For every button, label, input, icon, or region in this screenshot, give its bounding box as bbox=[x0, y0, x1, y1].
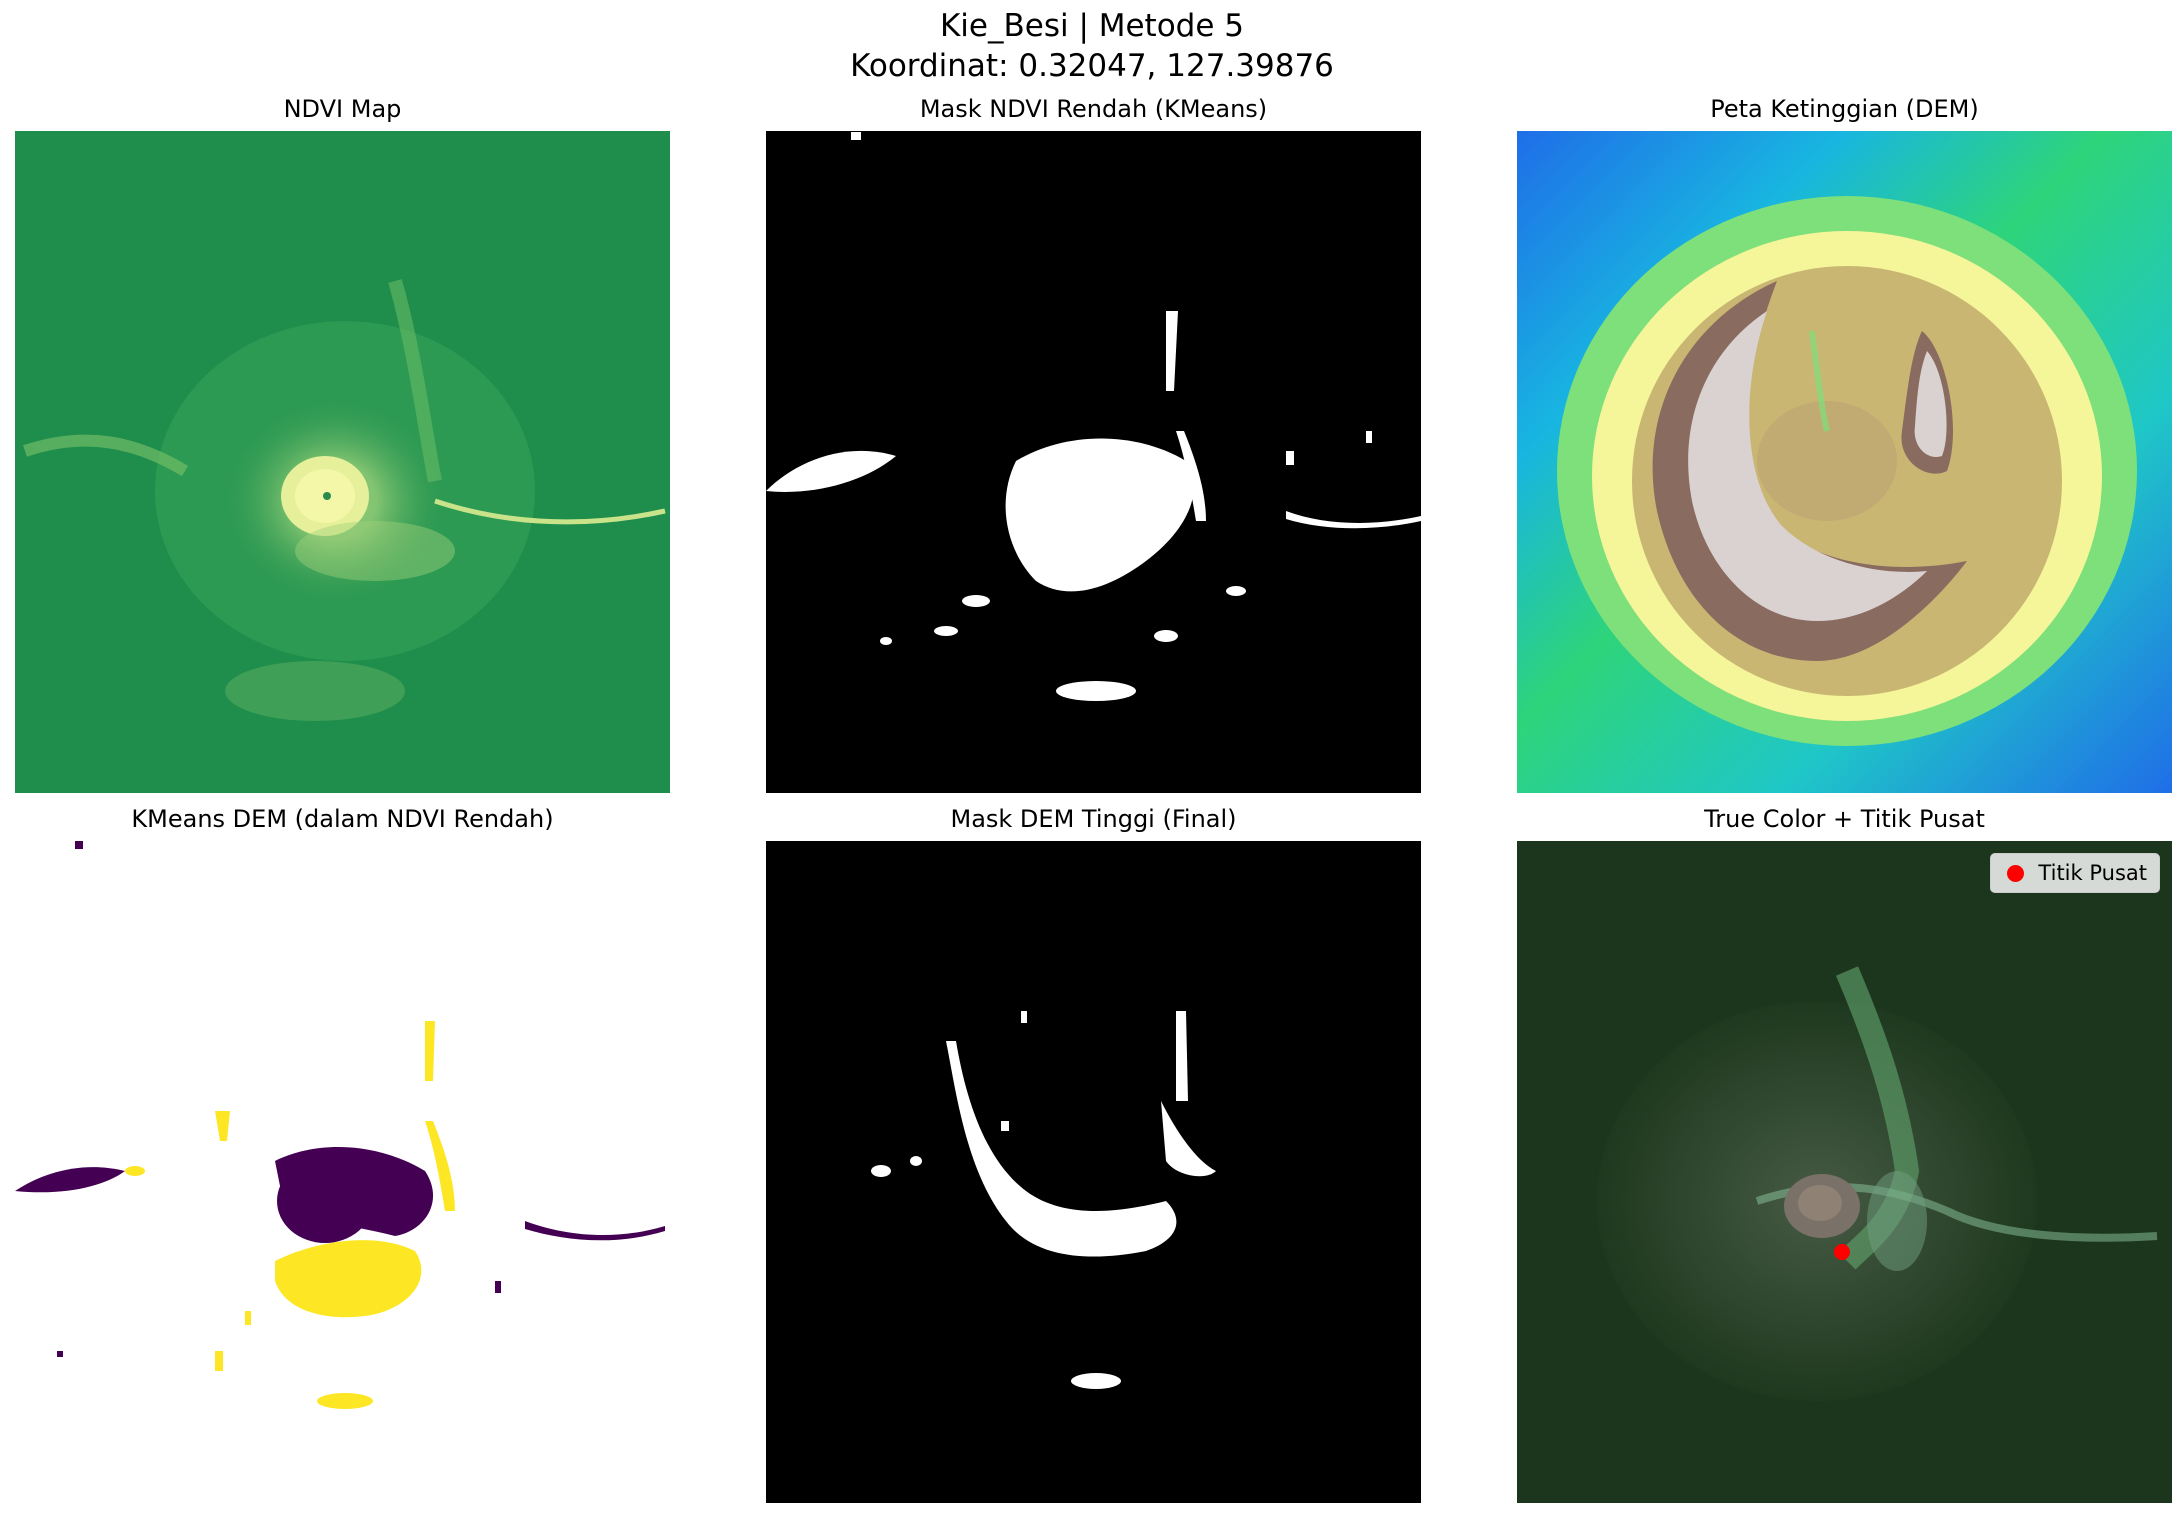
figure-title-line1: Kie_Besi | Metode 5 bbox=[939, 8, 1245, 44]
kmeans-dem-image bbox=[15, 841, 670, 1503]
center-point-marker bbox=[1834, 1244, 1850, 1260]
legend: Titik Pusat bbox=[1990, 853, 2160, 893]
dem-map-image bbox=[1517, 131, 2172, 793]
legend-marker-icon bbox=[2007, 864, 2025, 882]
ndvi-map-title: NDVI Map bbox=[283, 95, 402, 123]
true-color-image: Titik Pusat bbox=[1517, 841, 2172, 1503]
kmeans-dem-title: KMeans DEM (dalam NDVI Rendah) bbox=[131, 805, 554, 833]
legend-label: Titik Pusat bbox=[2038, 861, 2147, 885]
ndvi-mask-image bbox=[766, 131, 1421, 793]
dem-mask-image bbox=[766, 841, 1421, 1503]
ndvi-mask-title: Mask NDVI Rendah (KMeans) bbox=[919, 95, 1268, 123]
true-color-title: True Color + Titik Pusat bbox=[1704, 805, 1985, 833]
figure-title-line2: Koordinat: 0.32047, 127.39876 bbox=[850, 48, 1334, 84]
dem-mask-title: Mask DEM Tinggi (Final) bbox=[950, 805, 1237, 833]
dem-map-title: Peta Ketinggian (DEM) bbox=[1710, 95, 1979, 123]
ndvi-map-image bbox=[15, 131, 670, 793]
